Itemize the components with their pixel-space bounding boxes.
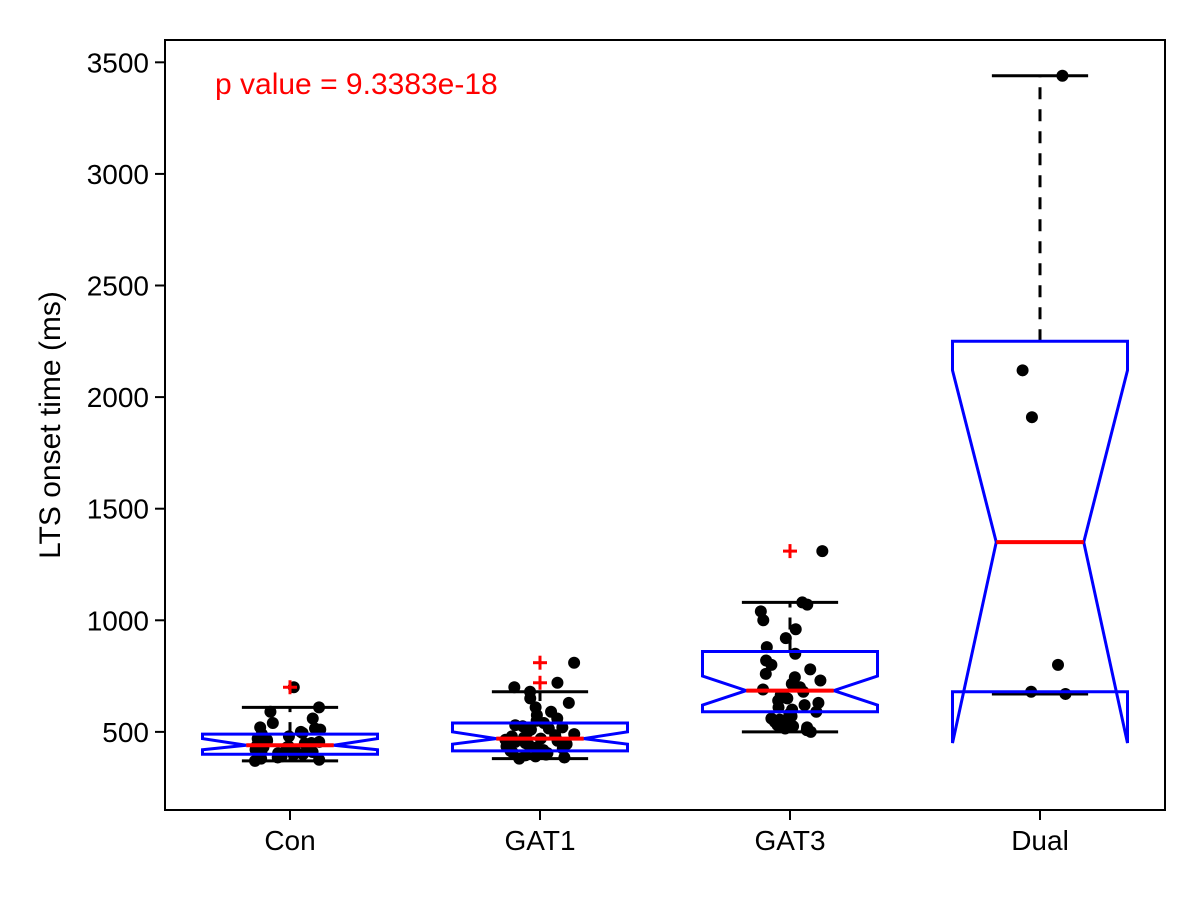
xtick-label: Con: [264, 825, 315, 856]
box-group: [453, 656, 628, 765]
xtick-label: GAT1: [504, 825, 575, 856]
scatter-point: [760, 654, 772, 666]
scatter-point: [509, 719, 521, 731]
scatter-point: [1052, 659, 1064, 671]
scatter-point: [295, 726, 307, 738]
scatter-point: [545, 706, 557, 718]
scatter-point: [786, 704, 798, 716]
ytick-label: 3500: [87, 47, 149, 78]
chart-svg: 500 1000 1500 2000 2500 3000 3500 Con GAT1 GAT3 Du…: [0, 0, 1200, 900]
scatter-point: [267, 717, 279, 729]
y-axis-label: LTS onset time (ms): [34, 291, 67, 559]
scatter-point: [254, 721, 266, 733]
xtick-label: GAT3: [754, 825, 825, 856]
scatter-point: [765, 712, 777, 724]
scatter-point: [568, 657, 580, 669]
scatter-point: [799, 699, 811, 711]
scatter-point: [814, 675, 826, 687]
scatter-point: [551, 677, 563, 689]
scatter-point: [563, 697, 575, 709]
pvalue-annotation: p value = 9.3383e-18: [215, 68, 498, 101]
scatter-point: [790, 623, 802, 635]
scatter-point: [804, 663, 816, 675]
ytick-label: 1500: [87, 494, 149, 525]
scatter-point: [812, 697, 824, 709]
scatter-point: [307, 712, 319, 724]
boxplot-chart: 500 1000 1500 2000 2500 3000 3500 Con GAT1 GAT3 Du…: [0, 0, 1200, 900]
ytick-label: 2000: [87, 382, 149, 413]
box-group: [703, 544, 878, 738]
scatter-point: [755, 605, 767, 617]
ytick-label: 3000: [87, 159, 149, 190]
scatter-point: [816, 545, 828, 557]
ytick-label: 2500: [87, 271, 149, 302]
xtick-label: Dual: [1011, 825, 1069, 856]
ytick-label: 500: [102, 717, 149, 748]
box-group: [953, 70, 1128, 743]
scatter-point: [789, 671, 801, 683]
ytick-label: 1000: [87, 605, 149, 636]
scatter-point: [1026, 411, 1038, 423]
box-group: [203, 680, 378, 767]
scatter-point: [1017, 364, 1029, 376]
